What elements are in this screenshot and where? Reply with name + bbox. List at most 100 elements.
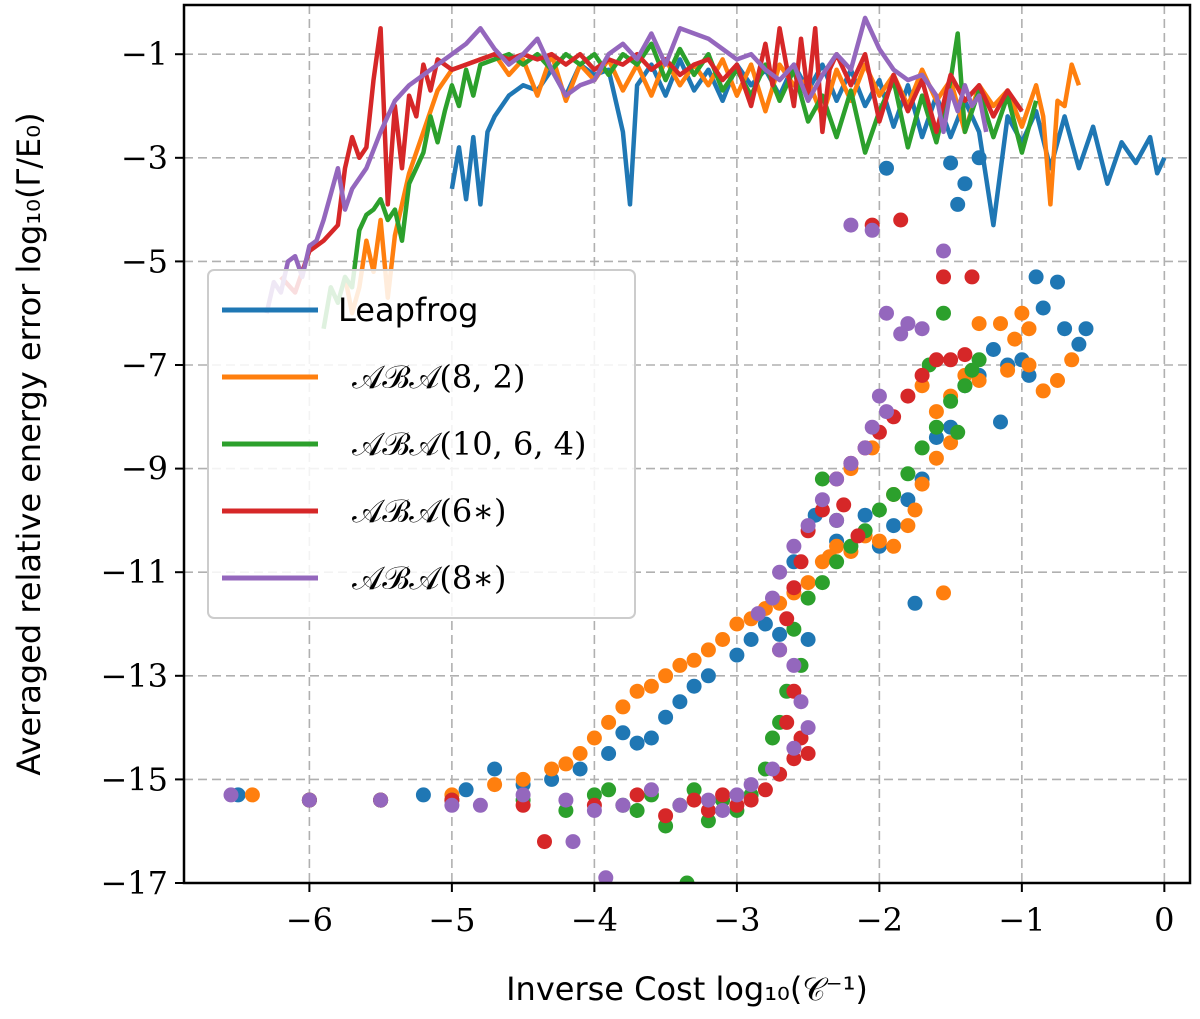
data-point-aba-6star [786,751,802,767]
data-point-aba-8-2 [928,404,944,420]
data-point-aba-10-6-4 [957,378,973,394]
series-line-aba-6star [279,26,1024,295]
data-point-aba-8star [750,606,766,622]
data-point-aba-8star [558,792,574,808]
data-point-aba-6star [928,352,944,368]
data-point-aba-6star [957,347,973,363]
data-point-aba-8-2 [1000,362,1016,378]
data-point-aba-6star [793,554,809,570]
x-tick-label: 0 [1154,901,1174,939]
x-tick-label: −6 [286,901,333,939]
legend-label: 𝒜ℬ𝒜(8∗) [352,559,507,597]
data-point-leapfrog [993,414,1008,430]
data-point-aba-8star [864,222,880,238]
data-point-leapfrog [1050,274,1065,290]
x-tick-label: −2 [856,901,903,939]
data-point-aba-8star [843,455,859,471]
data-point-aba-8star [700,792,716,808]
data-point-aba-8-2 [658,668,674,684]
data-point-aba-8star [829,512,845,528]
data-point-leapfrog [458,782,474,798]
data-point-aba-8-2 [914,378,930,394]
data-point-aba-8star [879,305,894,321]
data-point-leapfrog [415,787,431,803]
data-point-aba-8-2 [572,746,588,761]
data-point-aba-8star [800,518,816,534]
data-point-aba-8star [936,243,951,259]
data-point-leapfrog [886,518,902,534]
data-point-aba-8-2 [643,678,659,694]
data-point-aba-10-6-4 [558,803,574,818]
data-point-aba-8star [765,590,780,606]
data-point-leapfrog [487,761,503,777]
y-tick-label: −9 [121,450,168,488]
data-point-aba-8star [729,787,745,803]
data-point-aba-8-2 [601,714,617,730]
data-point-aba-8-2 [1014,305,1030,321]
plot-area [223,15,1167,883]
data-point-aba-8-2 [914,476,930,492]
y-tick-label: −3 [121,139,168,177]
data-point-aba-10-6-4 [829,554,845,570]
data-point-aba-8star [444,797,460,813]
data-point-aba-8-2 [672,657,688,673]
x-tick-label: −1 [998,901,1045,939]
data-point-aba-10-6-4 [765,730,780,746]
legend-label: Leapfrog [338,291,478,329]
legend-label: 𝒜ℬ𝒜(6∗) [352,492,507,530]
data-point-aba-6star [715,787,731,803]
data-point-aba-6star [964,269,980,285]
data-point-aba-10-6-4 [936,305,951,321]
data-point-aba-8star [786,657,802,673]
data-point-leapfrog [950,196,966,212]
y-tick-label: −1 [121,35,168,73]
data-point-aba-10-6-4 [943,393,959,409]
data-point-aba-6star [779,611,795,627]
legend-box [207,269,636,619]
data-point-leapfrog [729,647,745,663]
data-point-aba-10-6-4 [686,782,702,798]
data-point-aba-8star [772,642,788,658]
data-point-aba-8-2 [558,756,574,772]
data-point-aba-8star [871,388,887,404]
data-point-aba-6star [700,803,716,818]
data-point-aba-8star [301,792,317,808]
data-point-aba-8-2 [544,761,560,777]
data-point-leapfrog [971,150,987,166]
data-point-aba-6star [914,367,930,383]
x-tick-label: −5 [428,901,475,939]
data-point-aba-8star [843,217,859,233]
data-point-aba-6star [658,808,674,824]
data-point-aba-8star [565,834,581,850]
data-point-aba-8-2 [871,533,887,549]
data-point-aba-8-2 [936,585,951,601]
data-point-aba-8star [814,492,830,508]
data-point-leapfrog [879,160,894,176]
data-point-aba-8-2 [971,316,987,332]
x-tick-label: −3 [713,901,760,939]
data-point-aba-6star [686,792,702,808]
data-point-aba-8star [786,538,802,554]
data-point-aba-8star [793,694,809,710]
data-point-aba-8star [715,803,731,818]
data-point-aba-8-2 [487,777,503,793]
data-point-aba-10-6-4 [914,440,930,456]
data-point-leapfrog [1028,269,1044,285]
data-point-aba-8star [786,740,802,756]
data-point-leapfrog [928,430,944,445]
data-point-aba-10-6-4 [700,813,716,829]
data-point-aba-8-2 [1035,383,1051,399]
data-point-aba-6star [943,352,959,368]
data-point-aba-8-2 [1050,373,1065,388]
data-point-aba-6star [936,269,951,285]
data-point-aba-6star [757,782,773,798]
data-point-leapfrog [1057,321,1073,337]
data-point-aba-8star [893,326,909,342]
data-point-aba-8-2 [928,450,944,466]
data-point-aba-8-2 [244,787,260,803]
data-point-leapfrog [544,771,560,787]
legend-label: 𝒜ℬ𝒜(8, 2) [352,358,525,396]
data-point-aba-8star [615,797,631,813]
data-point-leapfrog [643,730,659,746]
